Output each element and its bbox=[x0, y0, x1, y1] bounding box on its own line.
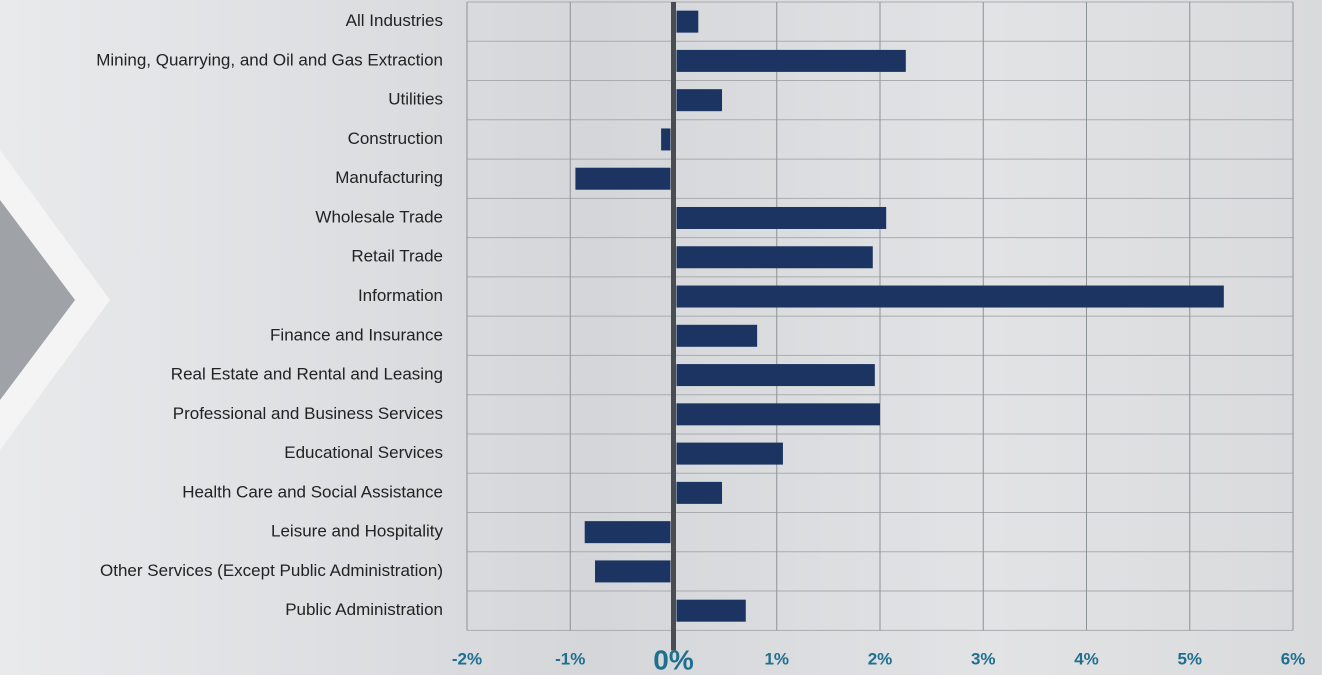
category-label: Finance and Insurance bbox=[270, 325, 443, 344]
category-label: Educational Services bbox=[284, 443, 443, 462]
category-label: Real Estate and Rental and Leasing bbox=[171, 365, 443, 384]
bar bbox=[676, 89, 723, 112]
bar bbox=[595, 560, 671, 583]
category-label: Utilities bbox=[388, 90, 443, 109]
bar bbox=[575, 167, 671, 190]
category-label: Construction bbox=[348, 129, 443, 148]
category-label: Professional and Business Services bbox=[173, 404, 443, 423]
category-label: Wholesale Trade bbox=[315, 207, 443, 226]
bar bbox=[676, 599, 746, 622]
category-label: Retail Trade bbox=[351, 247, 443, 266]
x-tick-label: -1% bbox=[555, 649, 585, 668]
x-tick-label: 2% bbox=[868, 649, 893, 668]
bar bbox=[584, 521, 671, 544]
x-tick-label: 3% bbox=[971, 649, 996, 668]
bar bbox=[676, 403, 880, 426]
x-tick-label: -2% bbox=[452, 649, 482, 668]
category-label: Mining, Quarrying, and Oil and Gas Extra… bbox=[96, 50, 443, 69]
category-label: Public Administration bbox=[285, 600, 443, 619]
category-label: Health Care and Social Assistance bbox=[182, 482, 443, 501]
category-label: Manufacturing bbox=[335, 168, 443, 187]
bar bbox=[676, 285, 1224, 308]
bar bbox=[676, 324, 758, 347]
x-tick-label: 5% bbox=[1177, 649, 1202, 668]
bar bbox=[676, 481, 723, 504]
x-tick-label: 1% bbox=[764, 649, 789, 668]
category-label: Leisure and Hospitality bbox=[271, 522, 443, 541]
x-tick-label: 4% bbox=[1074, 649, 1099, 668]
bar bbox=[661, 128, 671, 151]
bar bbox=[676, 442, 783, 465]
category-label: Other Services (Except Public Administra… bbox=[100, 561, 443, 580]
bar bbox=[676, 364, 875, 387]
category-label: Information bbox=[358, 286, 443, 305]
bar bbox=[676, 246, 873, 269]
decor-arrow-inner bbox=[0, 200, 75, 400]
category-label: All Industries bbox=[346, 11, 443, 30]
x-tick-label: 6% bbox=[1281, 649, 1306, 668]
bar bbox=[676, 49, 906, 72]
bar bbox=[676, 10, 699, 33]
bar bbox=[676, 206, 887, 229]
